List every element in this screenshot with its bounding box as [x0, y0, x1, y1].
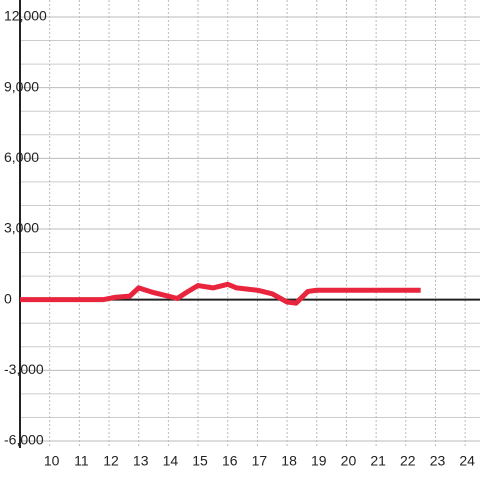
y-tick-label: -6,000 — [4, 432, 44, 448]
x-tick-label: 15 — [192, 453, 208, 469]
y-tick-label: -3,000 — [4, 361, 44, 377]
y-tick-label: 3,000 — [4, 220, 39, 236]
x-tick-label: 23 — [430, 453, 446, 469]
y-tick-label: 9,000 — [4, 78, 39, 94]
data-line — [20, 281, 421, 306]
x-tick-label: 14 — [163, 453, 179, 469]
y-tick-label: 6,000 — [4, 149, 39, 165]
x-tick-label: 20 — [341, 453, 357, 469]
x-tick-label: 16 — [222, 453, 238, 469]
x-tick-label: 22 — [400, 453, 416, 469]
y-tick-label: 12,000 — [4, 8, 47, 24]
x-tick-label: 13 — [133, 453, 149, 469]
x-tick-label: 24 — [459, 453, 475, 469]
x-tick-label: 12 — [103, 453, 119, 469]
x-tick-label: 10 — [44, 453, 60, 469]
x-tick-label: 18 — [281, 453, 297, 469]
x-tick-label: 19 — [311, 453, 327, 469]
y-tick-label: 0 — [4, 290, 12, 306]
x-tick-label: 21 — [370, 453, 386, 469]
x-tick-label: 11 — [74, 453, 89, 469]
x-tick-label: 17 — [252, 453, 268, 469]
